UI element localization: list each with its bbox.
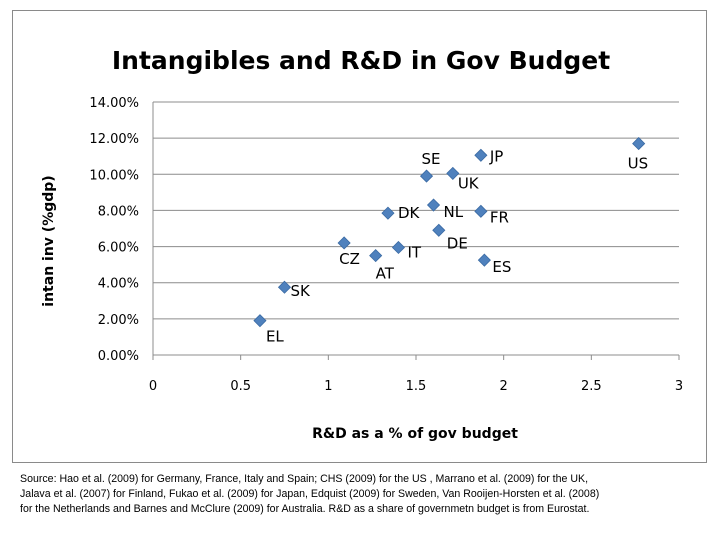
footnote-line: Jalava et al. (2007) for Finland, Fukao …	[20, 488, 600, 500]
x-tick-label: 2.5	[581, 379, 602, 394]
x-tick-label: 1	[324, 379, 332, 394]
axes	[152, 102, 680, 360]
label-nl: NL	[444, 203, 464, 221]
point-dk	[381, 206, 395, 220]
point-de	[432, 223, 446, 237]
point-cz	[337, 236, 351, 250]
x-tick-label: 0.5	[230, 379, 251, 394]
source-footnote: Source: Hao et al. (2009) for Germany, F…	[20, 472, 710, 517]
scatter-chart: Intangibles and R&D in Gov Budget 0.00% 2…	[41, 46, 683, 442]
label-uk: UK	[458, 174, 480, 192]
point-us	[632, 136, 646, 151]
chart-title: Intangibles and R&D in Gov Budget	[112, 46, 610, 75]
point-at	[369, 249, 383, 263]
footnote-line: Source: Hao et al. (2009) for Germany, F…	[20, 473, 589, 485]
y-tick-label: 14.00%	[89, 96, 139, 111]
chart-area: Intangibles and R&D in Gov Budget 0.00% 2…	[12, 10, 707, 463]
point-es	[477, 253, 491, 267]
x-tick-label: 1.5	[406, 379, 427, 394]
label-se: SE	[422, 150, 441, 168]
label-de: DE	[447, 234, 468, 252]
y-tick-label: 0.00%	[98, 349, 139, 364]
point-el	[253, 314, 267, 328]
label-es: ES	[492, 258, 511, 276]
point-it	[391, 240, 406, 255]
point-jp	[474, 148, 488, 162]
label-el: EL	[266, 328, 284, 346]
x-axis-title: R&D as a % of gov budget	[312, 426, 518, 442]
x-tick-label: 0	[149, 379, 157, 394]
label-fr: FR	[490, 208, 509, 226]
x-tick-labels: 0 0.5 1 1.5 2 2.5 3	[149, 379, 683, 394]
label-jp: JP	[489, 147, 503, 165]
y-tick-label: 10.00%	[89, 168, 139, 183]
point-sk	[277, 280, 292, 294]
label-sk: SK	[291, 282, 312, 300]
point-uk	[446, 166, 460, 180]
label-it: IT	[407, 243, 421, 261]
y-tick-label: 4.00%	[98, 277, 139, 292]
x-tick-label: 3	[675, 379, 683, 394]
label-at: AT	[376, 265, 395, 283]
y-tick-label: 8.00%	[98, 204, 139, 219]
label-dk: DK	[398, 204, 421, 222]
y-tick-label: 12.00%	[89, 132, 139, 147]
label-cz: CZ	[339, 250, 360, 268]
label-us: US	[628, 155, 649, 173]
y-axis-title: intan inv (%gdp)	[41, 175, 57, 306]
point-labels: EL SK CZ AT IT DK NL DE SE UK JP FR ES US	[266, 147, 648, 345]
point-se	[419, 169, 434, 183]
data-points	[253, 136, 646, 328]
y-tick-labels: 0.00% 2.00% 4.00% 6.00% 8.00% 10.00% 12.00% 14.…	[89, 96, 139, 364]
point-fr	[474, 204, 488, 218]
footnote-line: for the Netherlands and Barnes and McClu…	[20, 503, 590, 515]
y-tick-label: 2.00%	[98, 313, 139, 328]
point-nl	[426, 198, 441, 212]
x-tick-label: 2	[500, 379, 508, 394]
y-tick-label: 6.00%	[98, 241, 139, 256]
gridlines	[153, 101, 679, 320]
